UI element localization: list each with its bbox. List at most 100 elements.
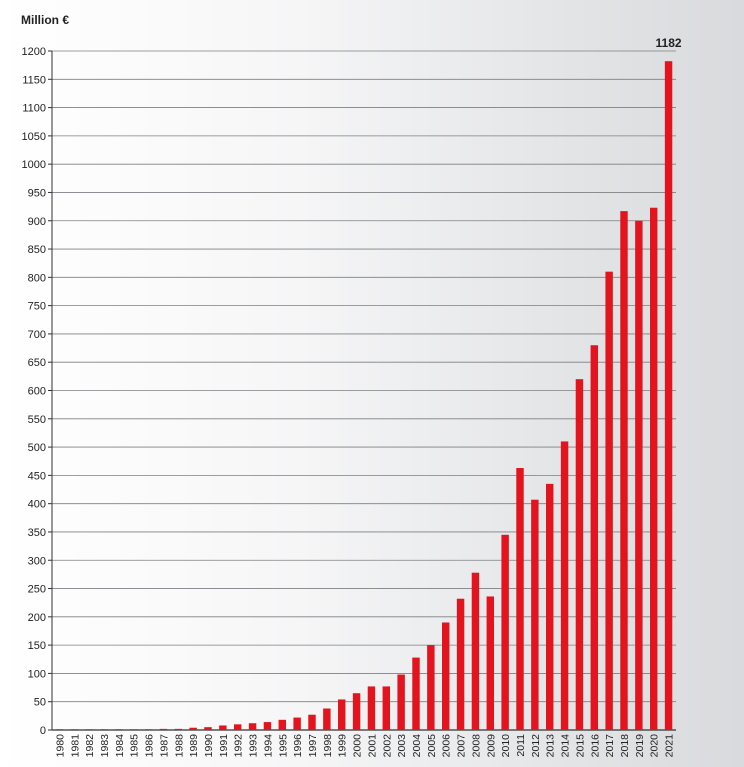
y-tick-label: 1150 — [22, 74, 46, 86]
x-tick-label: 2008 — [470, 734, 482, 758]
bar-1981 — [70, 729, 78, 730]
y-tick-label: 600 — [28, 386, 46, 398]
bar-1996 — [293, 717, 301, 730]
y-tick-label: 550 — [28, 414, 46, 426]
bar-2004 — [412, 657, 420, 730]
x-tick-label: 1990 — [203, 734, 215, 758]
x-tick-label: 2014 — [560, 734, 572, 758]
x-tick-label: 2020 — [649, 734, 661, 758]
x-tick-label: 1985 — [129, 734, 141, 758]
x-tick-label: 1993 — [248, 734, 260, 758]
x-tick-label: 2021 — [664, 734, 676, 758]
x-tick-label: 2001 — [366, 734, 378, 758]
y-tick-label: 50 — [34, 697, 46, 709]
bar-2012 — [531, 499, 539, 730]
y-tick-label: 900 — [28, 216, 46, 228]
x-tick-label: 1980 — [54, 734, 66, 758]
y-tick-label: 950 — [28, 187, 46, 199]
bar-1989 — [189, 727, 197, 730]
x-tick-label: 2005 — [426, 734, 438, 758]
bar-2015 — [575, 379, 584, 730]
x-tick-label: 1995 — [277, 734, 289, 758]
gridlines — [52, 50, 676, 731]
x-tick-label: 2012 — [530, 734, 542, 758]
x-tick-label: 1997 — [307, 734, 319, 758]
bar-1982 — [85, 729, 93, 730]
y-tick-label: 200 — [28, 612, 46, 624]
x-tick-label: 2004 — [411, 734, 423, 758]
bar-1987 — [159, 728, 168, 730]
bar-1997 — [308, 714, 316, 730]
y-tick-label: 250 — [28, 584, 46, 596]
bar-2017 — [605, 271, 613, 730]
labels: 0 50 100 150 200 250 300 350 400 450 500 550 600 650 7… — [22, 36, 682, 757]
bar-1992 — [234, 724, 242, 730]
y-tick-label: 650 — [28, 357, 46, 369]
bar-2001 — [367, 686, 376, 730]
bar-1990 — [204, 727, 212, 730]
x-tick-label: 1986 — [144, 734, 156, 758]
bar-2005 — [427, 645, 435, 730]
y-tick-label: 1050 — [22, 131, 46, 143]
bar-1980 — [55, 729, 64, 730]
x-tick-label: 2011 — [515, 734, 527, 757]
x-tick-label: 2007 — [456, 734, 468, 758]
bar-1995 — [278, 719, 286, 730]
y-axis-label: Million € — [21, 13, 69, 27]
bar-2010 — [501, 534, 509, 730]
bar-1998 — [323, 708, 331, 730]
y-tick-label: 100 — [28, 668, 46, 680]
x-tick-label: 1984 — [114, 734, 126, 758]
x-tick-label: 2019 — [634, 734, 646, 758]
bar-2011 — [516, 468, 524, 730]
x-tick-label: 2010 — [500, 734, 512, 758]
y-tick-label: 800 — [28, 272, 46, 284]
bar-1999 — [338, 699, 346, 730]
y-tick-label: 400 — [28, 499, 46, 511]
x-tick-label: 2017 — [604, 734, 616, 758]
x-tick-label: 1999 — [337, 734, 349, 758]
bar-1994 — [263, 722, 272, 730]
bar-1985 — [130, 729, 138, 730]
bar-2021 — [664, 61, 673, 731]
y-tick-label: 450 — [28, 470, 46, 482]
bar-2000 — [352, 693, 361, 730]
bar-2020 — [650, 207, 658, 730]
y-tick-label: 300 — [28, 555, 46, 567]
x-tick-label: 2006 — [441, 734, 453, 758]
x-tick-label: 1987 — [158, 734, 170, 758]
bar-2006 — [442, 622, 450, 730]
y-tick-label: 700 — [28, 329, 46, 341]
x-tick-label: 2002 — [381, 734, 393, 758]
y-tick-label: 850 — [28, 244, 46, 256]
x-tick-label: 1998 — [322, 734, 334, 758]
bar-2018 — [620, 211, 628, 730]
y-tick-label: 0 — [40, 725, 46, 737]
bar-2013 — [546, 483, 554, 730]
x-tick-label: 1989 — [188, 734, 200, 758]
bar-1986 — [144, 729, 153, 730]
x-tick-label: 2013 — [545, 734, 557, 758]
x-tick-label: 1982 — [84, 734, 96, 758]
bar-2009 — [486, 596, 494, 730]
x-tick-label: 2016 — [589, 734, 601, 758]
bar-1988 — [174, 728, 182, 730]
data-label: 1182 — [656, 36, 682, 50]
x-tick-label: 2015 — [574, 734, 586, 758]
y-tick-label: 500 — [28, 442, 46, 454]
x-tick-label: 1983 — [99, 734, 111, 758]
bar-2014 — [560, 441, 569, 730]
y-tick-label: 150 — [28, 640, 46, 652]
x-tick-label: 1981 — [69, 734, 81, 758]
bars — [55, 61, 673, 731]
bar-2019 — [635, 220, 643, 730]
y-tick-label: 1000 — [22, 159, 46, 171]
bar-2003 — [397, 674, 405, 730]
bar-2008 — [471, 572, 480, 730]
x-tick-label: 2003 — [396, 734, 408, 758]
x-tick-label: 2018 — [619, 734, 631, 758]
bar-1983 — [100, 729, 108, 730]
y-tick-label: 350 — [28, 527, 46, 539]
bar-2016 — [590, 345, 598, 730]
